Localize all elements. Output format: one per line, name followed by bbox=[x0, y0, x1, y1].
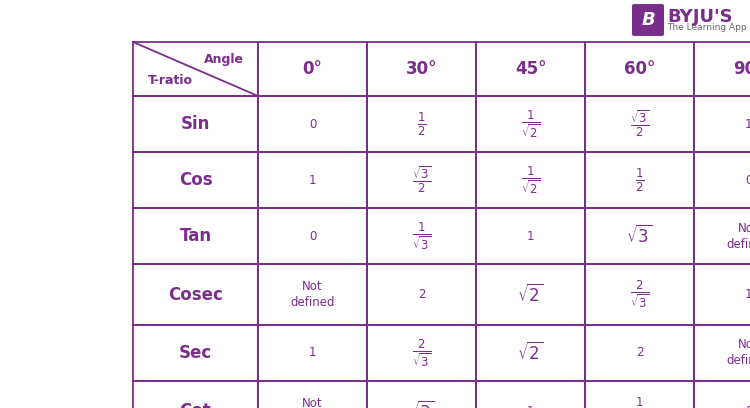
Text: $\sqrt{2}$: $\sqrt{2}$ bbox=[518, 342, 544, 364]
Text: 0: 0 bbox=[309, 118, 316, 131]
Bar bbox=[585, 381, 694, 408]
Bar bbox=[694, 381, 750, 408]
Text: B: B bbox=[641, 11, 655, 29]
Text: 45°: 45° bbox=[514, 60, 546, 78]
Bar bbox=[367, 325, 476, 381]
Bar bbox=[694, 208, 750, 264]
Bar bbox=[694, 325, 750, 381]
Bar bbox=[585, 42, 694, 96]
Bar bbox=[367, 208, 476, 264]
Text: 0: 0 bbox=[745, 405, 750, 408]
Text: Cot: Cot bbox=[180, 403, 212, 408]
Bar bbox=[258, 96, 367, 152]
Text: 1: 1 bbox=[309, 346, 316, 359]
Text: 1: 1 bbox=[745, 118, 750, 131]
Bar bbox=[476, 325, 585, 381]
Text: 30°: 30° bbox=[406, 60, 437, 78]
Bar bbox=[476, 42, 585, 96]
Text: 0: 0 bbox=[745, 173, 750, 186]
Bar bbox=[258, 381, 367, 408]
Text: $\frac{1}{\sqrt{3}}$: $\frac{1}{\sqrt{3}}$ bbox=[412, 220, 431, 252]
Bar bbox=[258, 264, 367, 325]
Text: The Learning App: The Learning App bbox=[667, 23, 746, 32]
Bar bbox=[694, 264, 750, 325]
Bar bbox=[476, 264, 585, 325]
Text: $\frac{1}{\sqrt{2}}$: $\frac{1}{\sqrt{2}}$ bbox=[521, 108, 540, 140]
Bar bbox=[367, 381, 476, 408]
Text: 1: 1 bbox=[526, 405, 534, 408]
Bar bbox=[694, 152, 750, 208]
Bar bbox=[133, 381, 258, 408]
Bar bbox=[585, 152, 694, 208]
Text: $\sqrt{3}$: $\sqrt{3}$ bbox=[408, 401, 435, 408]
Bar bbox=[585, 96, 694, 152]
Bar bbox=[367, 152, 476, 208]
Text: 1: 1 bbox=[745, 288, 750, 301]
Bar bbox=[258, 208, 367, 264]
Bar bbox=[367, 96, 476, 152]
Text: Not
defined: Not defined bbox=[290, 397, 334, 408]
Text: $\frac{1}{2}$: $\frac{1}{2}$ bbox=[634, 166, 644, 194]
Text: $\frac{1}{\sqrt{3}}$: $\frac{1}{\sqrt{3}}$ bbox=[630, 396, 649, 408]
Text: Not
defined: Not defined bbox=[726, 339, 750, 368]
Bar bbox=[585, 325, 694, 381]
Text: Not
defined: Not defined bbox=[290, 280, 334, 309]
Text: 0°: 0° bbox=[302, 60, 322, 78]
Text: $\frac{2}{\sqrt{3}}$: $\frac{2}{\sqrt{3}}$ bbox=[630, 279, 649, 310]
Text: Cos: Cos bbox=[178, 171, 212, 189]
Text: $\sqrt{2}$: $\sqrt{2}$ bbox=[518, 284, 544, 306]
Text: Cosec: Cosec bbox=[168, 286, 223, 304]
Bar bbox=[133, 96, 258, 152]
Bar bbox=[367, 264, 476, 325]
Bar bbox=[476, 96, 585, 152]
Bar bbox=[694, 42, 750, 96]
Bar bbox=[585, 264, 694, 325]
Text: Tan: Tan bbox=[179, 227, 212, 245]
Bar bbox=[133, 152, 258, 208]
Text: 2: 2 bbox=[636, 346, 644, 359]
Text: Not
defined: Not defined bbox=[726, 222, 750, 251]
Text: Sin: Sin bbox=[181, 115, 210, 133]
Text: 1: 1 bbox=[309, 173, 316, 186]
Text: 1: 1 bbox=[526, 229, 534, 242]
Bar bbox=[133, 208, 258, 264]
Bar bbox=[133, 325, 258, 381]
Text: 2: 2 bbox=[418, 288, 425, 301]
Bar bbox=[258, 42, 367, 96]
Bar bbox=[258, 325, 367, 381]
Text: Sec: Sec bbox=[178, 344, 212, 362]
Bar bbox=[367, 42, 476, 96]
Text: BYJU'S: BYJU'S bbox=[667, 8, 733, 26]
Text: Angle: Angle bbox=[204, 53, 245, 66]
Text: 60°: 60° bbox=[624, 60, 656, 78]
Text: T-ratio: T-ratio bbox=[148, 74, 193, 87]
Bar bbox=[133, 42, 258, 96]
Bar bbox=[476, 152, 585, 208]
Text: $\frac{\sqrt{3}}{2}$: $\frac{\sqrt{3}}{2}$ bbox=[412, 164, 431, 195]
Text: $\frac{2}{\sqrt{3}}$: $\frac{2}{\sqrt{3}}$ bbox=[412, 337, 431, 369]
Bar bbox=[476, 381, 585, 408]
Bar bbox=[133, 264, 258, 325]
Bar bbox=[694, 96, 750, 152]
Text: 90°: 90° bbox=[733, 60, 750, 78]
Text: $\sqrt{3}$: $\sqrt{3}$ bbox=[626, 225, 652, 247]
Text: 0: 0 bbox=[309, 229, 316, 242]
Bar bbox=[585, 208, 694, 264]
Bar bbox=[476, 208, 585, 264]
Text: $\frac{1}{2}$: $\frac{1}{2}$ bbox=[417, 110, 426, 138]
Text: $\frac{1}{\sqrt{2}}$: $\frac{1}{\sqrt{2}}$ bbox=[521, 164, 540, 196]
Bar bbox=[258, 152, 367, 208]
FancyBboxPatch shape bbox=[632, 4, 664, 36]
Text: $\frac{\sqrt{3}}{2}$: $\frac{\sqrt{3}}{2}$ bbox=[630, 109, 649, 140]
